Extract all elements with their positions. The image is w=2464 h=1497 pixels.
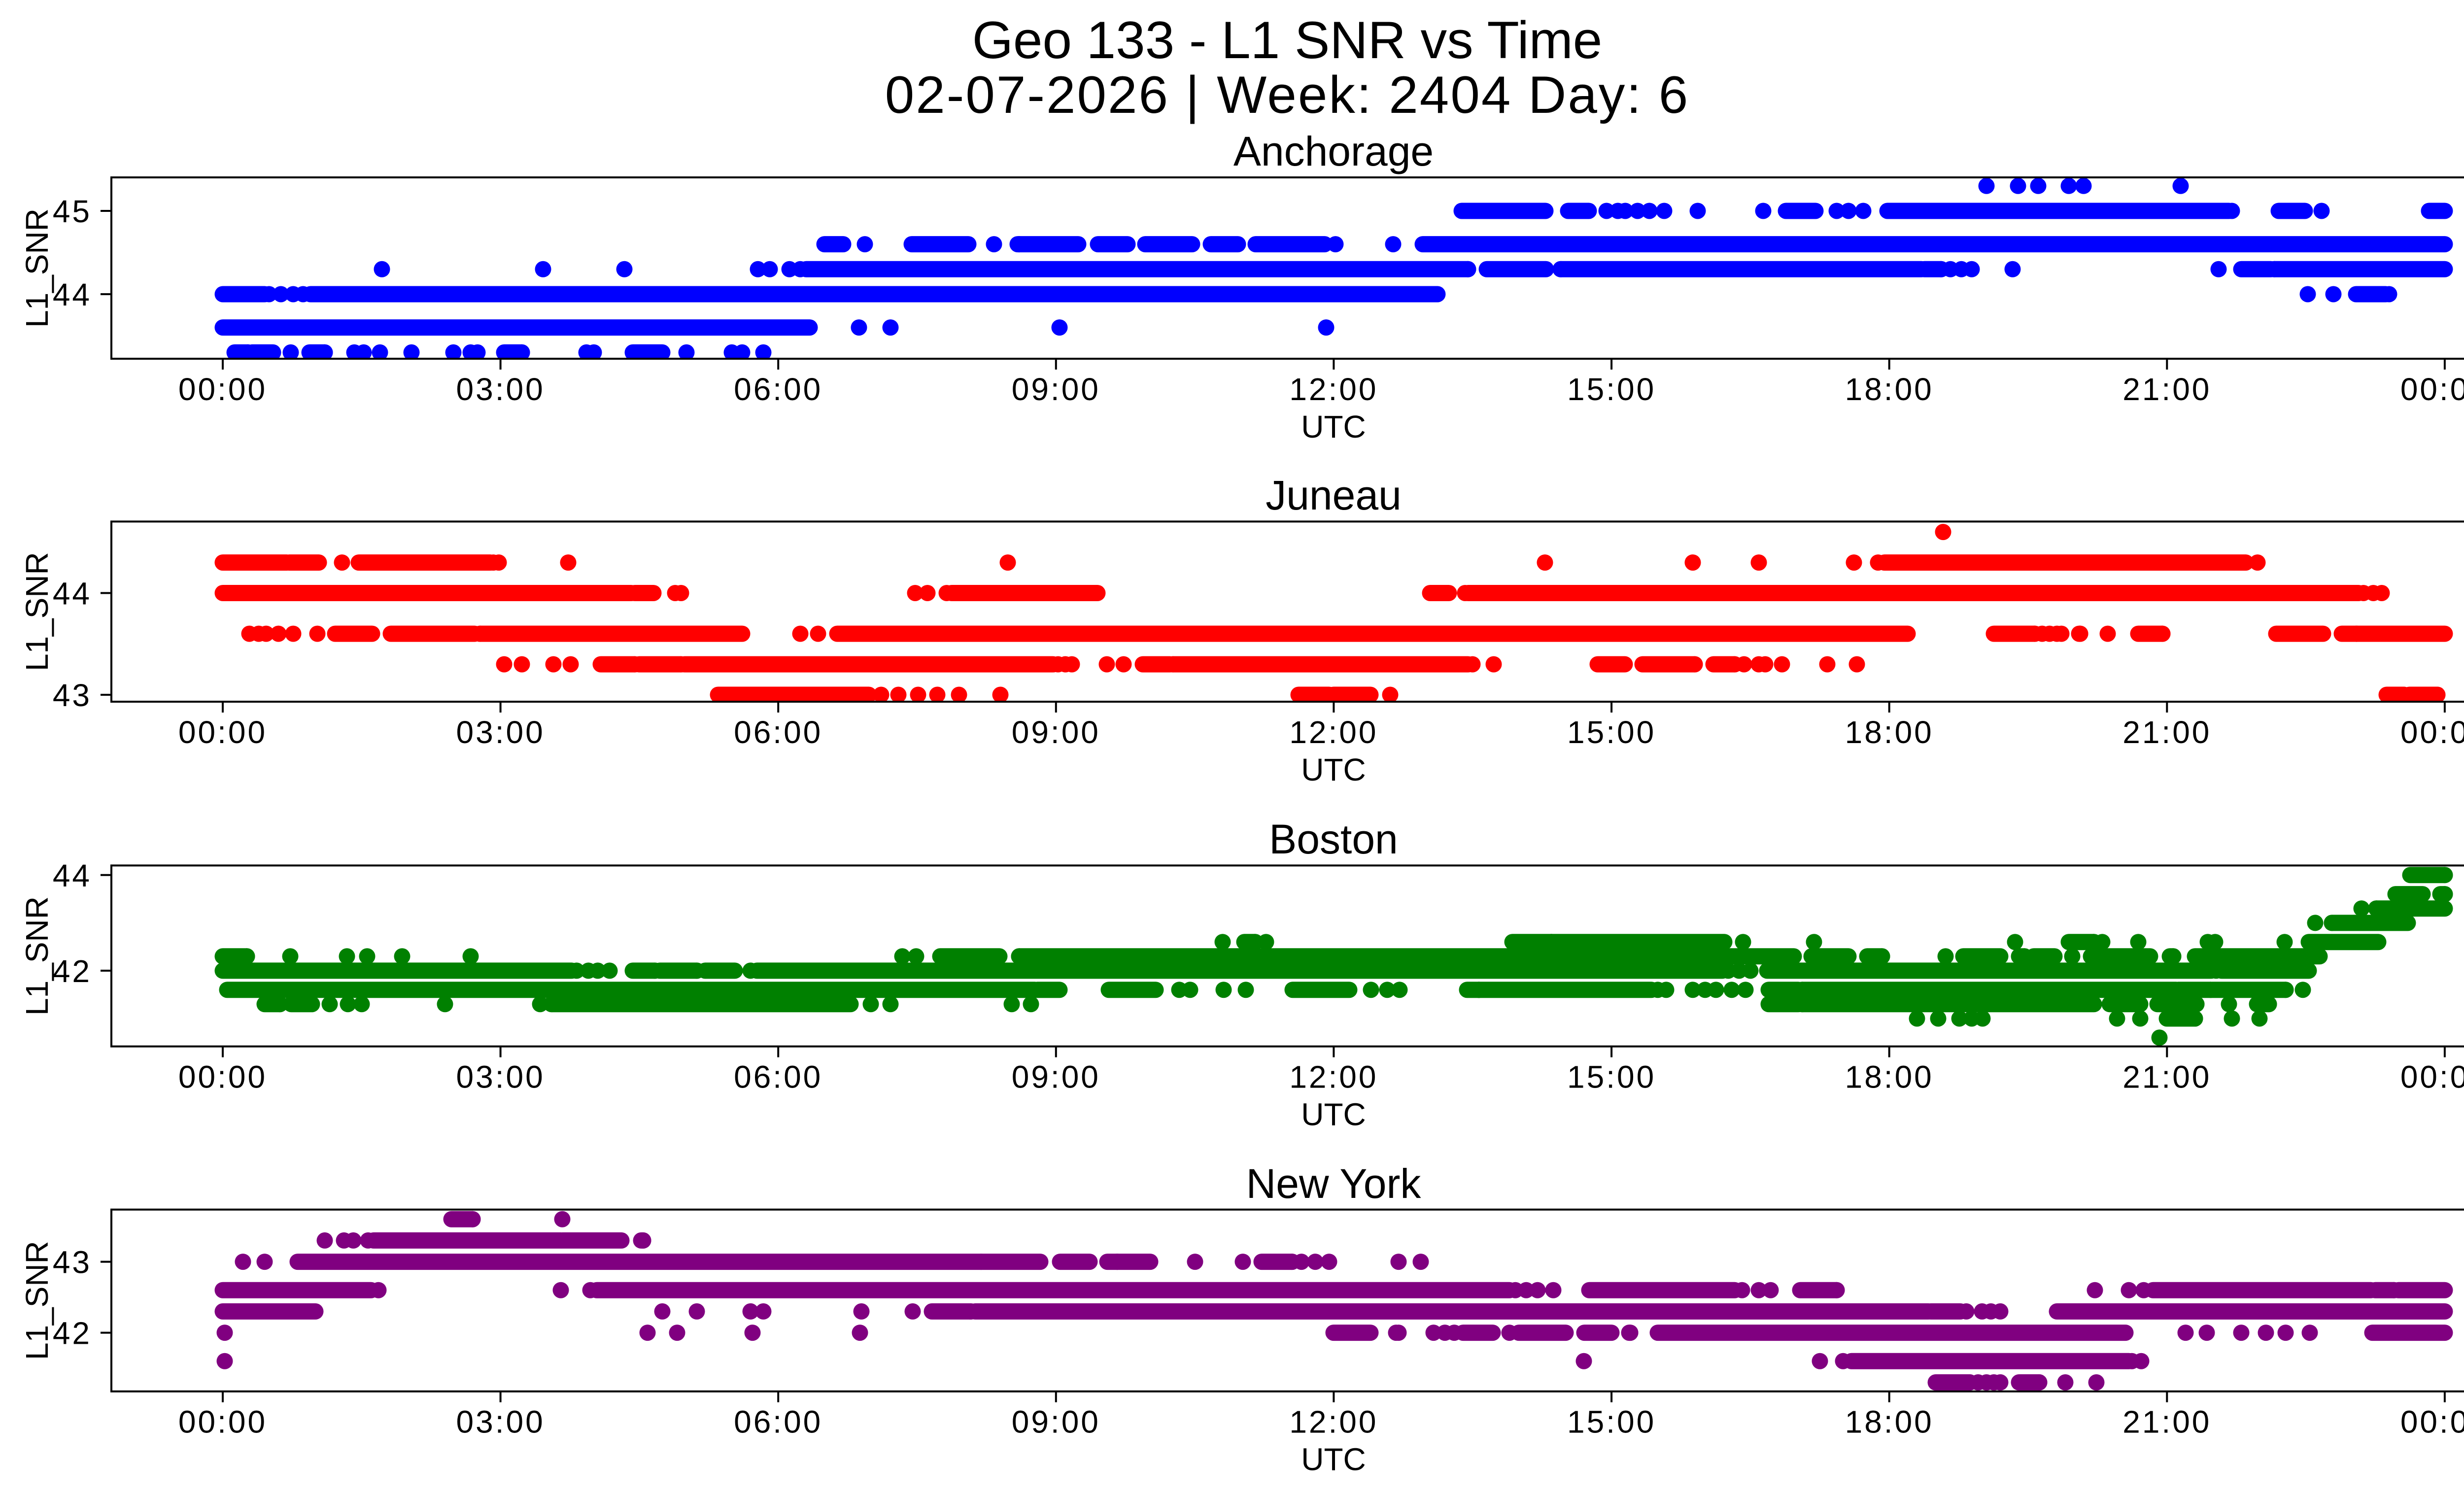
svg-text:09:00: 09:00 <box>1012 1059 1100 1095</box>
svg-text:18:00: 18:00 <box>1845 1404 1934 1440</box>
svg-text:42: 42 <box>53 953 92 989</box>
svg-text:00:00: 00:00 <box>178 372 267 407</box>
svg-text:06:00: 06:00 <box>734 1404 822 1440</box>
svg-text:18:00: 18:00 <box>1845 714 1934 750</box>
svg-text:15:00: 15:00 <box>1567 1404 1656 1440</box>
svg-text:09:00: 09:00 <box>1012 1404 1100 1440</box>
svg-text:44: 44 <box>53 576 92 612</box>
svg-text:21:00: 21:00 <box>2122 1404 2211 1440</box>
svg-text:New York: New York <box>1246 1160 1422 1207</box>
svg-text:03:00: 03:00 <box>456 1059 545 1095</box>
svg-text:00:00: 00:00 <box>178 1059 267 1095</box>
svg-text:00:00: 00:00 <box>2400 372 2464 407</box>
svg-text:15:00: 15:00 <box>1567 372 1656 407</box>
svg-text:L1_SNR: L1_SNR <box>19 896 55 1016</box>
svg-text:06:00: 06:00 <box>734 1059 822 1095</box>
svg-text:00:00: 00:00 <box>178 1404 267 1440</box>
svg-text:12:00: 12:00 <box>1289 1404 1378 1440</box>
svg-text:44: 44 <box>53 858 92 893</box>
svg-text:03:00: 03:00 <box>456 1404 545 1440</box>
svg-text:06:00: 06:00 <box>734 714 822 750</box>
svg-text:42: 42 <box>53 1316 92 1351</box>
svg-text:18:00: 18:00 <box>1845 372 1934 407</box>
svg-text:00:00: 00:00 <box>2400 714 2464 750</box>
svg-text:18:00: 18:00 <box>1845 1059 1934 1095</box>
svg-text:Anchorage: Anchorage <box>1233 128 1434 174</box>
svg-text:L1_SNR: L1_SNR <box>19 208 55 328</box>
svg-text:00:00: 00:00 <box>178 714 267 750</box>
svg-text:12:00: 12:00 <box>1289 1059 1378 1095</box>
svg-text:09:00: 09:00 <box>1012 714 1100 750</box>
svg-text:43: 43 <box>53 678 92 713</box>
svg-text:12:00: 12:00 <box>1289 714 1378 750</box>
svg-text:06:00: 06:00 <box>734 372 822 407</box>
svg-text:UTC: UTC <box>1301 752 1366 787</box>
svg-text:00:00: 00:00 <box>2400 1404 2464 1440</box>
svg-text:43: 43 <box>53 1245 92 1280</box>
svg-text:44: 44 <box>53 277 92 312</box>
svg-text:UTC: UTC <box>1301 409 1366 444</box>
svg-text:03:00: 03:00 <box>456 372 545 407</box>
svg-text:00:00: 00:00 <box>2400 1059 2464 1095</box>
svg-text:21:00: 21:00 <box>2122 1059 2211 1095</box>
svg-text:03:00: 03:00 <box>456 714 545 750</box>
svg-text:45: 45 <box>53 194 92 229</box>
svg-text:Juneau: Juneau <box>1266 472 1402 518</box>
svg-text:15:00: 15:00 <box>1567 714 1656 750</box>
svg-text:09:00: 09:00 <box>1012 372 1100 407</box>
svg-text:15:00: 15:00 <box>1567 1059 1656 1095</box>
svg-text:L1_SNR: L1_SNR <box>19 1241 55 1360</box>
svg-text:02-07-2026 | Week: 2404 Day: 6: 02-07-2026 | Week: 2404 Day: 6 <box>885 65 1690 124</box>
svg-text:L1_SNR: L1_SNR <box>19 552 55 671</box>
svg-text:Geo 133 - L1 SNR vs Time: Geo 133 - L1 SNR vs Time <box>972 10 1603 69</box>
svg-text:21:00: 21:00 <box>2122 372 2211 407</box>
svg-text:UTC: UTC <box>1301 1097 1366 1132</box>
svg-text:UTC: UTC <box>1301 1442 1366 1477</box>
svg-text:21:00: 21:00 <box>2122 714 2211 750</box>
svg-text:12:00: 12:00 <box>1289 372 1378 407</box>
svg-text:Boston: Boston <box>1269 816 1398 862</box>
